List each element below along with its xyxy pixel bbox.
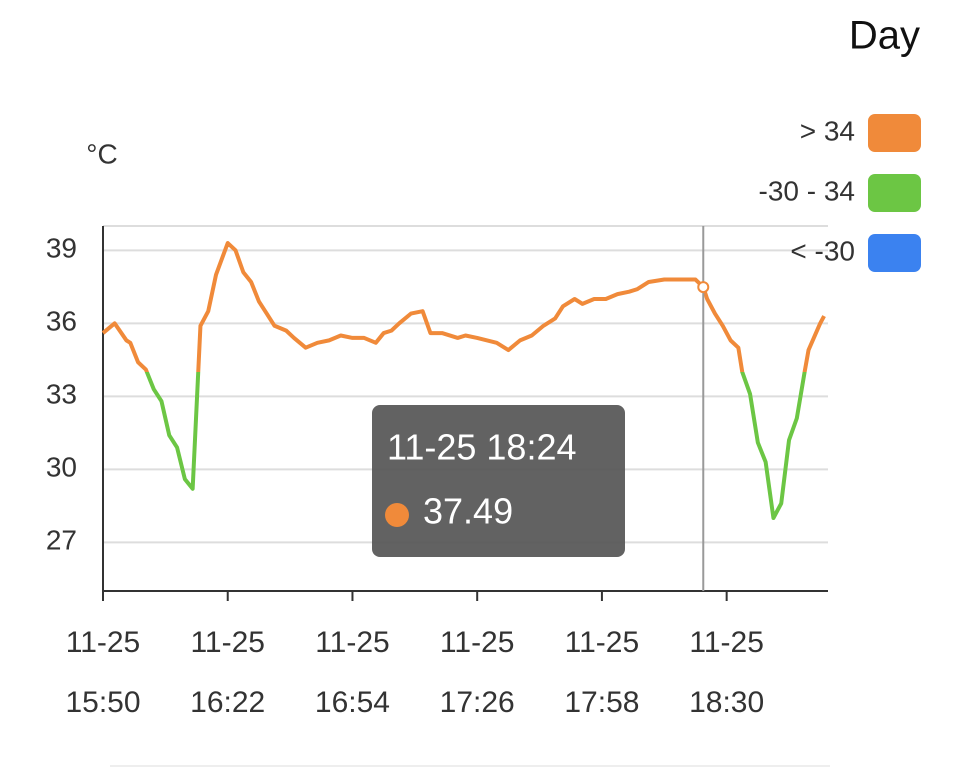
y-tick-label: 27 — [46, 525, 77, 556]
y-tick-label: 36 — [46, 306, 77, 337]
x-tick-label: 11-25 17:26 — [439, 626, 515, 719]
legend-swatch — [868, 174, 921, 212]
active-point — [697, 281, 710, 294]
tooltip-dot — [385, 503, 409, 527]
tooltip-title: 11-25 18:24 — [387, 427, 577, 468]
legend-swatch — [868, 234, 921, 272]
y-tick-label: 33 — [46, 379, 77, 410]
x-tick-label: 11-25 15:50 — [65, 626, 141, 719]
tooltip-value: 37.49 — [423, 491, 513, 532]
y-tick-label: 39 — [46, 233, 77, 264]
x-tick-label: 11-25 16:54 — [314, 626, 390, 719]
data-line — [101, 241, 826, 520]
tooltip-box — [372, 405, 625, 557]
chart-title: Day — [849, 14, 920, 58]
x-tick-label: 11-25 17:58 — [564, 626, 640, 719]
legend-label: -30 - 34 — [759, 175, 856, 206]
legend-swatch — [868, 114, 921, 152]
x-tick-label: 11-25 18:30 — [689, 626, 765, 719]
y-tick-label: 30 — [46, 452, 77, 483]
y-axis-label: °C — [86, 138, 117, 169]
x-tick-label: 11-25 16:22 — [190, 626, 266, 719]
legend-label: > 34 — [800, 115, 855, 146]
legend-label: < -30 — [790, 235, 855, 266]
